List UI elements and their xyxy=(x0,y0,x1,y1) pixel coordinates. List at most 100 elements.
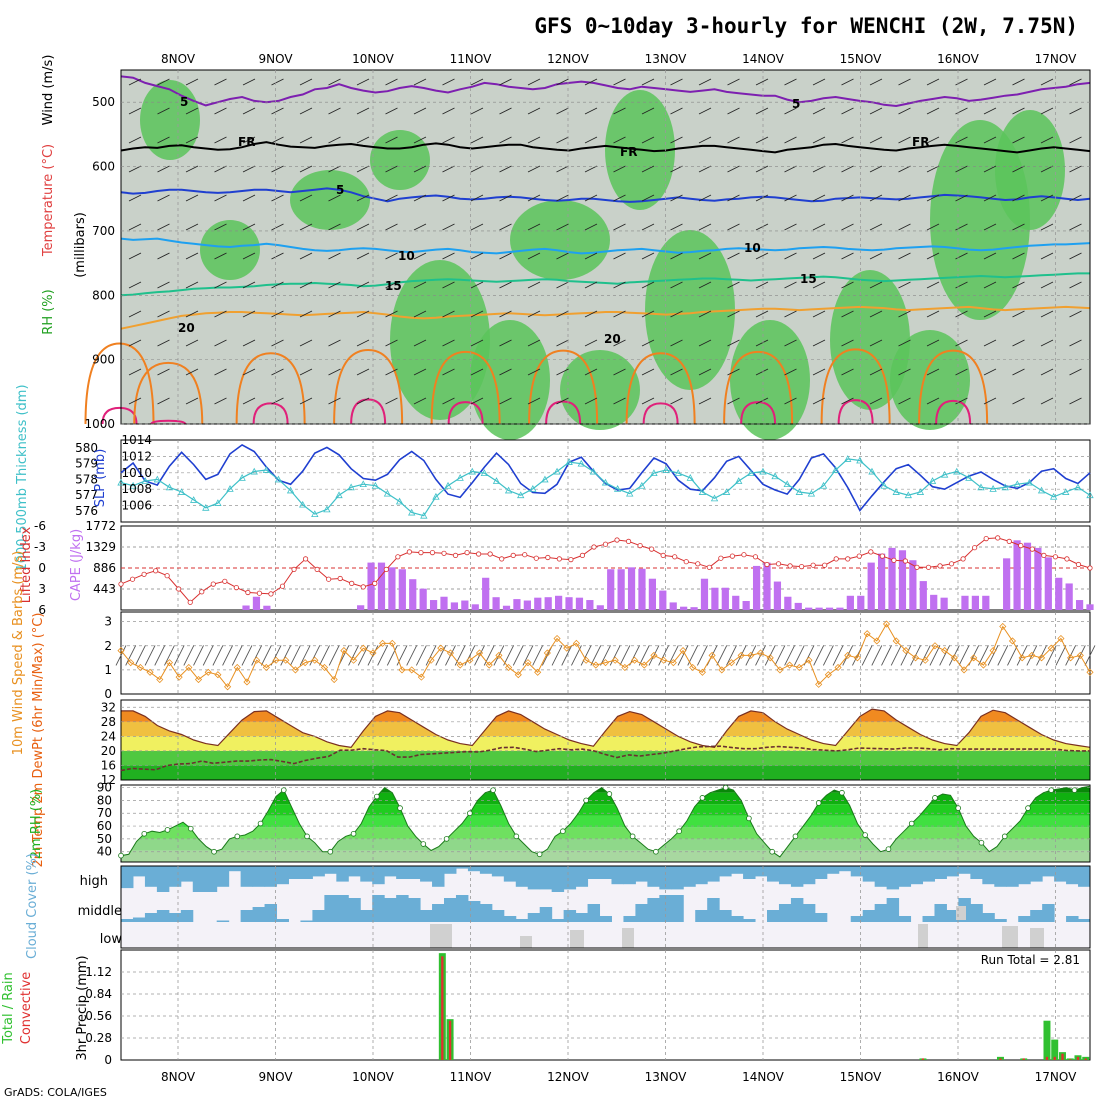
wind-barb xyxy=(584,107,598,115)
wind-barb xyxy=(784,281,797,289)
bottom-date-label: 17NOV xyxy=(1035,1070,1077,1084)
li-marker xyxy=(141,571,147,577)
wind-speed-marker xyxy=(805,656,813,664)
precip-tick-label: 0.84 xyxy=(85,987,112,1001)
wind-barb xyxy=(898,310,911,318)
wind-barb xyxy=(755,194,769,202)
wind-barb xyxy=(861,645,873,666)
precip-conv-bar xyxy=(1061,1053,1064,1060)
li-marker xyxy=(210,581,216,587)
wind-speed-marker xyxy=(379,639,387,647)
thickness-marker xyxy=(844,455,852,462)
li-marker xyxy=(326,576,332,582)
wind-barb xyxy=(1040,194,1054,202)
cape-bar xyxy=(825,607,834,610)
li-marker xyxy=(187,599,193,605)
panel-frame xyxy=(120,611,1091,695)
wind-speed-marker xyxy=(427,656,435,664)
precip-conv-bar xyxy=(1022,1058,1025,1060)
wind-ylabel: 10m Wind Speed & Barbs (m/s) xyxy=(11,551,26,756)
wind-barb xyxy=(584,136,598,144)
cloud-bar xyxy=(276,919,289,922)
precip-conv-bar xyxy=(1045,1056,1049,1060)
thickness-marker xyxy=(638,481,646,489)
li-marker xyxy=(383,566,389,573)
cloud-bar xyxy=(886,898,900,922)
cape-bar xyxy=(659,590,667,610)
wind-barb xyxy=(499,397,512,405)
thickness-marker xyxy=(456,474,464,481)
wind-barb xyxy=(356,281,370,289)
wind-barb xyxy=(670,368,683,376)
wind-barb xyxy=(442,310,455,318)
rh-high-region xyxy=(560,350,640,430)
cloud-bar xyxy=(778,904,792,922)
wind-barb xyxy=(698,223,712,231)
temperature-contour xyxy=(120,187,1091,203)
wind-speed-marker xyxy=(475,649,484,657)
wind-barb xyxy=(955,78,968,86)
wind-barb xyxy=(157,339,170,347)
thickness-marker xyxy=(880,481,888,489)
low-cloud-patch xyxy=(1002,926,1018,948)
li-marker xyxy=(960,556,966,562)
li-marker xyxy=(499,556,505,562)
wind-barb xyxy=(470,78,484,86)
cloud-bar xyxy=(479,904,493,922)
wind-barb xyxy=(299,136,313,144)
thickness-marker xyxy=(626,489,634,497)
wind-barb xyxy=(214,339,227,347)
wind-barb xyxy=(983,165,997,173)
wind-speed-marker xyxy=(582,656,590,664)
contour-label: 20 xyxy=(604,332,621,346)
wind-barb xyxy=(726,645,737,666)
precip-total-bar xyxy=(1043,1020,1051,1060)
li-marker xyxy=(660,552,666,559)
wind-barb xyxy=(556,136,569,144)
wind-barb xyxy=(983,397,997,405)
wind-barb xyxy=(185,194,199,202)
wind-speed-marker xyxy=(737,651,745,659)
wind-barb xyxy=(803,645,815,666)
wind-barb xyxy=(385,78,398,86)
wind-barb xyxy=(356,136,370,144)
thickness-marker xyxy=(347,483,355,491)
li-marker xyxy=(268,591,274,597)
cape-tick-label: 1772 xyxy=(85,519,116,533)
rh-marker xyxy=(1001,833,1008,840)
wind-barb xyxy=(144,645,156,666)
wind-barb xyxy=(955,368,968,376)
temperature-contour xyxy=(333,348,404,425)
wind-barb xyxy=(1040,368,1054,376)
wind-barb xyxy=(242,310,256,318)
thickness-marker xyxy=(383,489,392,497)
wind-barb xyxy=(1012,368,1025,376)
wind-barb xyxy=(727,252,740,260)
cape-bar xyxy=(982,595,990,610)
cloud-bar xyxy=(252,907,266,922)
wind-barb xyxy=(413,310,427,318)
li-marker xyxy=(522,552,528,558)
wind-speed-marker xyxy=(863,630,871,638)
cloud-bar xyxy=(372,866,385,885)
rh-high-region xyxy=(645,230,735,390)
wind-barb xyxy=(1040,223,1054,231)
cloud-bar xyxy=(982,913,995,922)
precip-conv-bar xyxy=(1053,1056,1056,1060)
cape-bar xyxy=(419,588,427,610)
li-tick-label: 3 xyxy=(38,582,46,596)
wind-barb xyxy=(584,78,598,86)
wind-barb xyxy=(1040,78,1054,86)
wind-barb xyxy=(641,281,655,289)
wind-speed-marker xyxy=(650,651,658,659)
wind-barb xyxy=(727,107,740,115)
thickness-marker xyxy=(904,491,912,499)
contour-label: FR xyxy=(620,145,637,159)
wind-barb xyxy=(157,136,170,144)
wind-barb xyxy=(512,645,524,666)
temperature-contour xyxy=(120,75,1091,108)
cloud-bar xyxy=(946,866,959,877)
thickness-marker xyxy=(977,483,985,491)
slp-tick-label: 1008 xyxy=(121,482,152,496)
wind-barb xyxy=(613,194,626,202)
